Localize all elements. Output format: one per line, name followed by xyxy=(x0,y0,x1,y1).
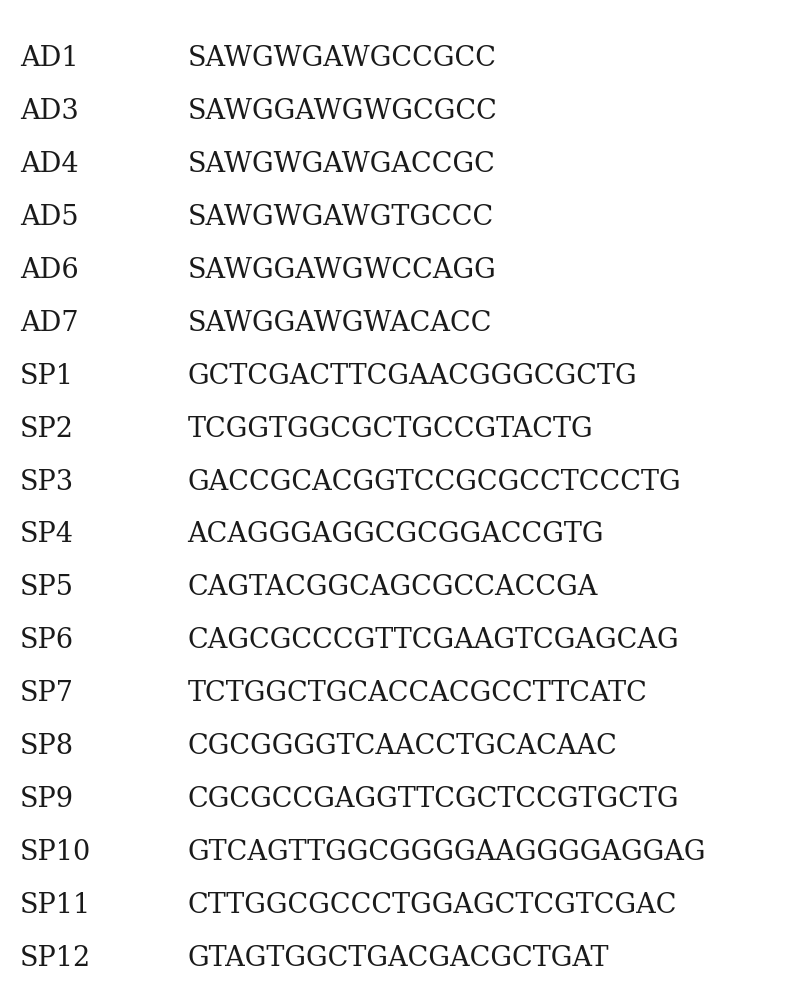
Text: SP11: SP11 xyxy=(20,892,91,919)
Text: GTAGTGGCTGACGACGCTGAT: GTAGTGGCTGACGACGCTGAT xyxy=(187,945,609,972)
Text: CAGTACGGCAGCGCCACCGA: CAGTACGGCAGCGCCACCGA xyxy=(187,574,598,601)
Text: SP1: SP1 xyxy=(20,363,74,390)
Text: SAWGWGAWGCCGCC: SAWGWGAWGCCGCC xyxy=(187,45,497,72)
Text: GCTCGACTTCGAACGGGCGCTG: GCTCGACTTCGAACGGGCGCTG xyxy=(187,363,637,390)
Text: GTCAGTTGGCGGGGAAGGGGAGGAG: GTCAGTTGGCGGGGAAGGGGAGGAG xyxy=(187,839,706,866)
Text: SP12: SP12 xyxy=(20,945,91,972)
Text: SP6: SP6 xyxy=(20,627,74,654)
Text: SAWGWGAWGACCGC: SAWGWGAWGACCGC xyxy=(187,151,495,178)
Text: CGCGCCGAGGTTCGCTCCGTGCTG: CGCGCCGAGGTTCGCTCCGTGCTG xyxy=(187,786,679,813)
Text: ACAGGGAGGCGCGGACCGTG: ACAGGGAGGCGCGGACCGTG xyxy=(187,521,604,548)
Text: SP8: SP8 xyxy=(20,733,74,760)
Text: SAWGGAWGWCCAGG: SAWGGAWGWCCAGG xyxy=(187,257,496,284)
Text: SAWGGAWGWGCGCC: SAWGGAWGWGCGCC xyxy=(187,98,497,125)
Text: CGCGGGGTCAACCTGCACAAC: CGCGGGGTCAACCTGCACAAC xyxy=(187,733,617,760)
Text: SP3: SP3 xyxy=(20,469,74,496)
Text: AD6: AD6 xyxy=(20,257,79,284)
Text: AD7: AD7 xyxy=(20,310,79,337)
Text: SP10: SP10 xyxy=(20,839,91,866)
Text: SAWGWGAWGTGCCC: SAWGWGAWGTGCCC xyxy=(187,204,493,231)
Text: GACCGCACGGTCCGCGCCTCCCTG: GACCGCACGGTCCGCGCCTCCCTG xyxy=(187,469,681,496)
Text: AD1: AD1 xyxy=(20,45,79,72)
Text: TCTGGCTGCACCACGCCTTCATC: TCTGGCTGCACCACGCCTTCATC xyxy=(187,680,647,707)
Text: SP5: SP5 xyxy=(20,574,74,601)
Text: SAWGGAWGWACACC: SAWGGAWGWACACC xyxy=(187,310,492,337)
Text: AD4: AD4 xyxy=(20,151,79,178)
Text: TCGGTGGCGCTGCCGTACTG: TCGGTGGCGCTGCCGTACTG xyxy=(187,416,593,443)
Text: SP4: SP4 xyxy=(20,521,74,548)
Text: SP7: SP7 xyxy=(20,680,74,707)
Text: AD3: AD3 xyxy=(20,98,79,125)
Text: SP9: SP9 xyxy=(20,786,74,813)
Text: AD5: AD5 xyxy=(20,204,79,231)
Text: CTTGGCGCCCTGGAGCTCGTCGAC: CTTGGCGCCCTGGAGCTCGTCGAC xyxy=(187,892,677,919)
Text: SP2: SP2 xyxy=(20,416,74,443)
Text: CAGCGCCCGTTCGAAGTCGAGCAG: CAGCGCCCGTTCGAAGTCGAGCAG xyxy=(187,627,679,654)
